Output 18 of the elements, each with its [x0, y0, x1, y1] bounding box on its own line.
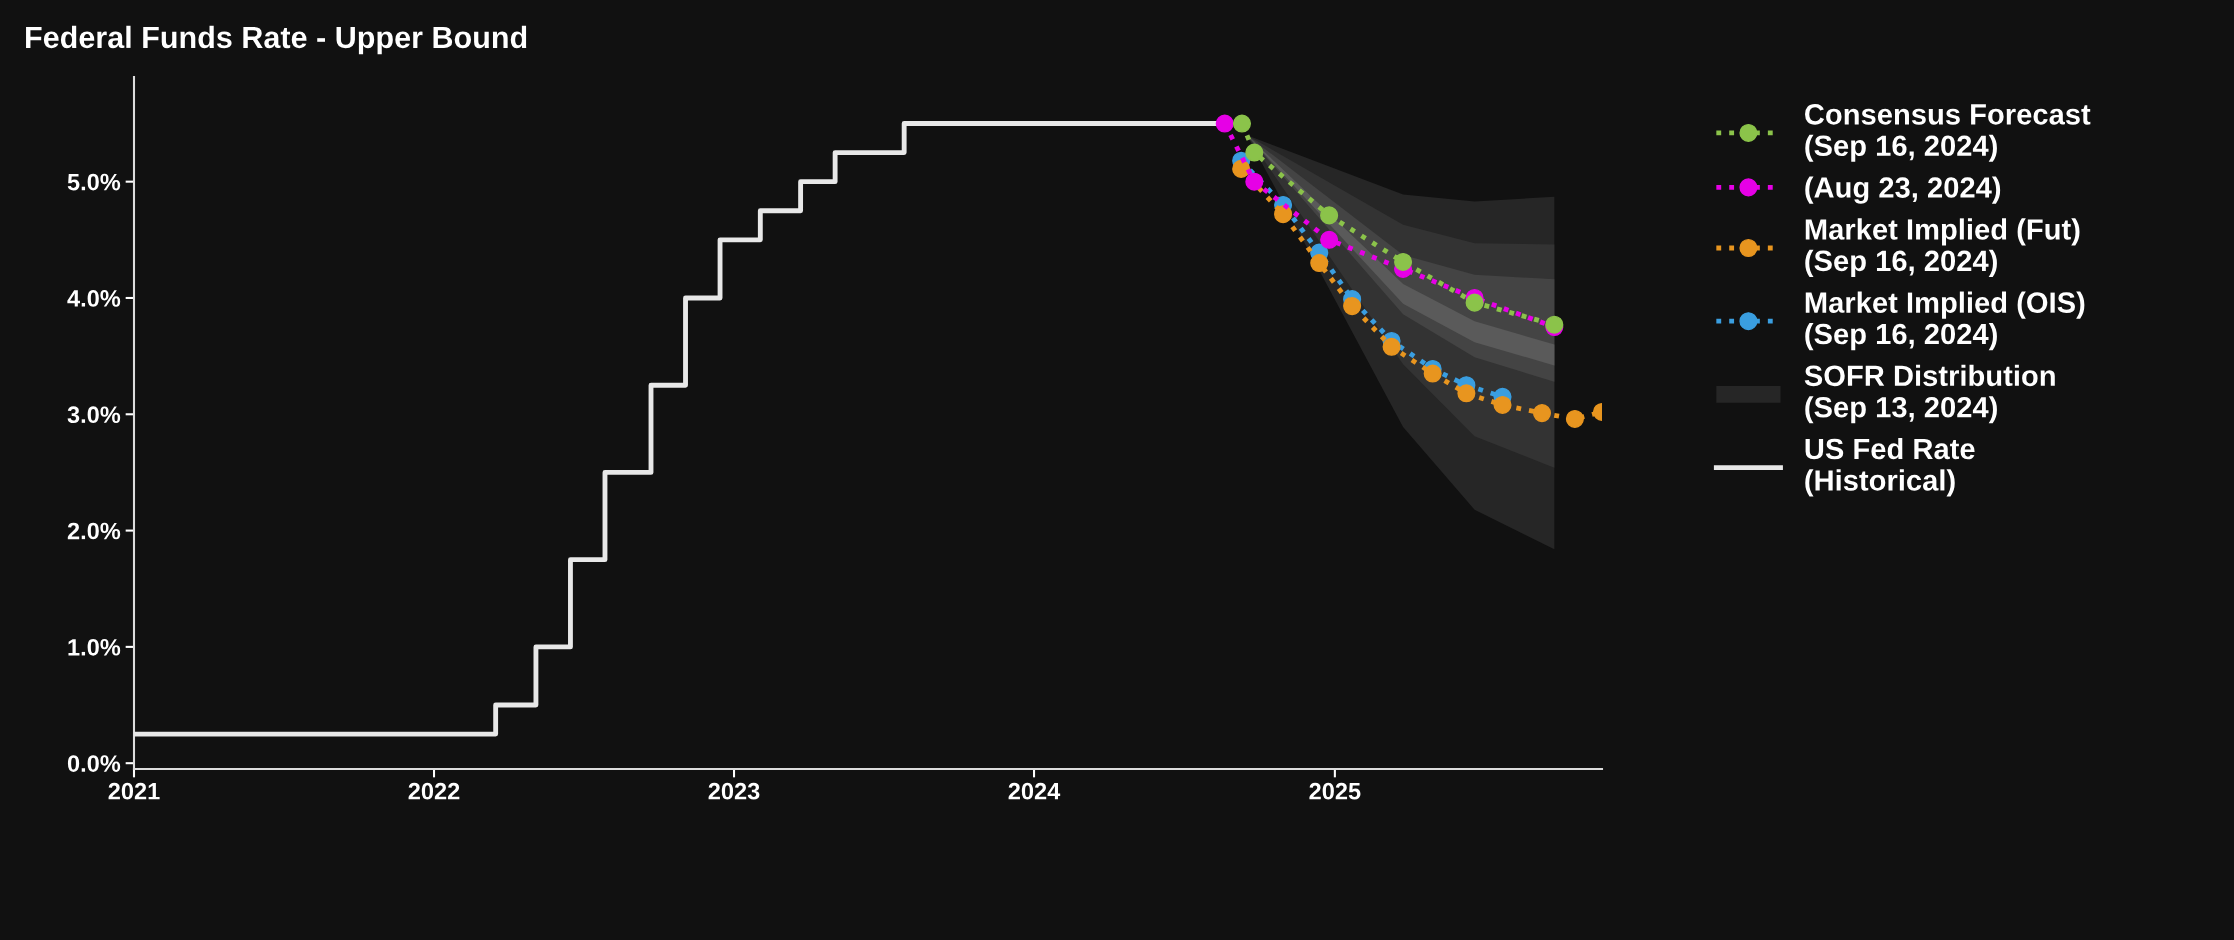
y-tick-label: 3.0% — [67, 406, 121, 424]
y-tick-label: 5.0% — [67, 173, 121, 191]
legend-label: SOFR Distribution (Sep 13, 2024) — [1804, 364, 2055, 424]
y-tick-label: 2.0% — [67, 522, 121, 540]
legend-label: US Fed Rate (Historical) — [1805, 437, 1975, 497]
y-tick-label: 4.0% — [67, 290, 121, 307]
legend-label: Consensus Forecast (Sep 16, 2024) — [1805, 104, 2091, 162]
chart-title: Federal Funds Rate - Upper Bound — [26, 25, 527, 55]
x-tick-label: 2025 — [1309, 782, 1361, 800]
y-tick-label: 1.0% — [68, 638, 121, 656]
x-tick-label: 2021 — [108, 782, 160, 800]
x-tick-label: 2024 — [1008, 782, 1061, 800]
y-tick-label: 0.0% — [67, 755, 121, 772]
legend-label: Market Implied (OIS) (Sep 16, 2024) — [1805, 291, 2085, 351]
legend-label: (Aug 23, 2024) — [1805, 176, 2001, 204]
legend-label: Market Implied (Fut) (Sep 16, 2024) — [1805, 218, 2080, 277]
x-tick-label: 2023 — [708, 782, 760, 800]
x-tick-label: 2022 — [408, 782, 460, 800]
